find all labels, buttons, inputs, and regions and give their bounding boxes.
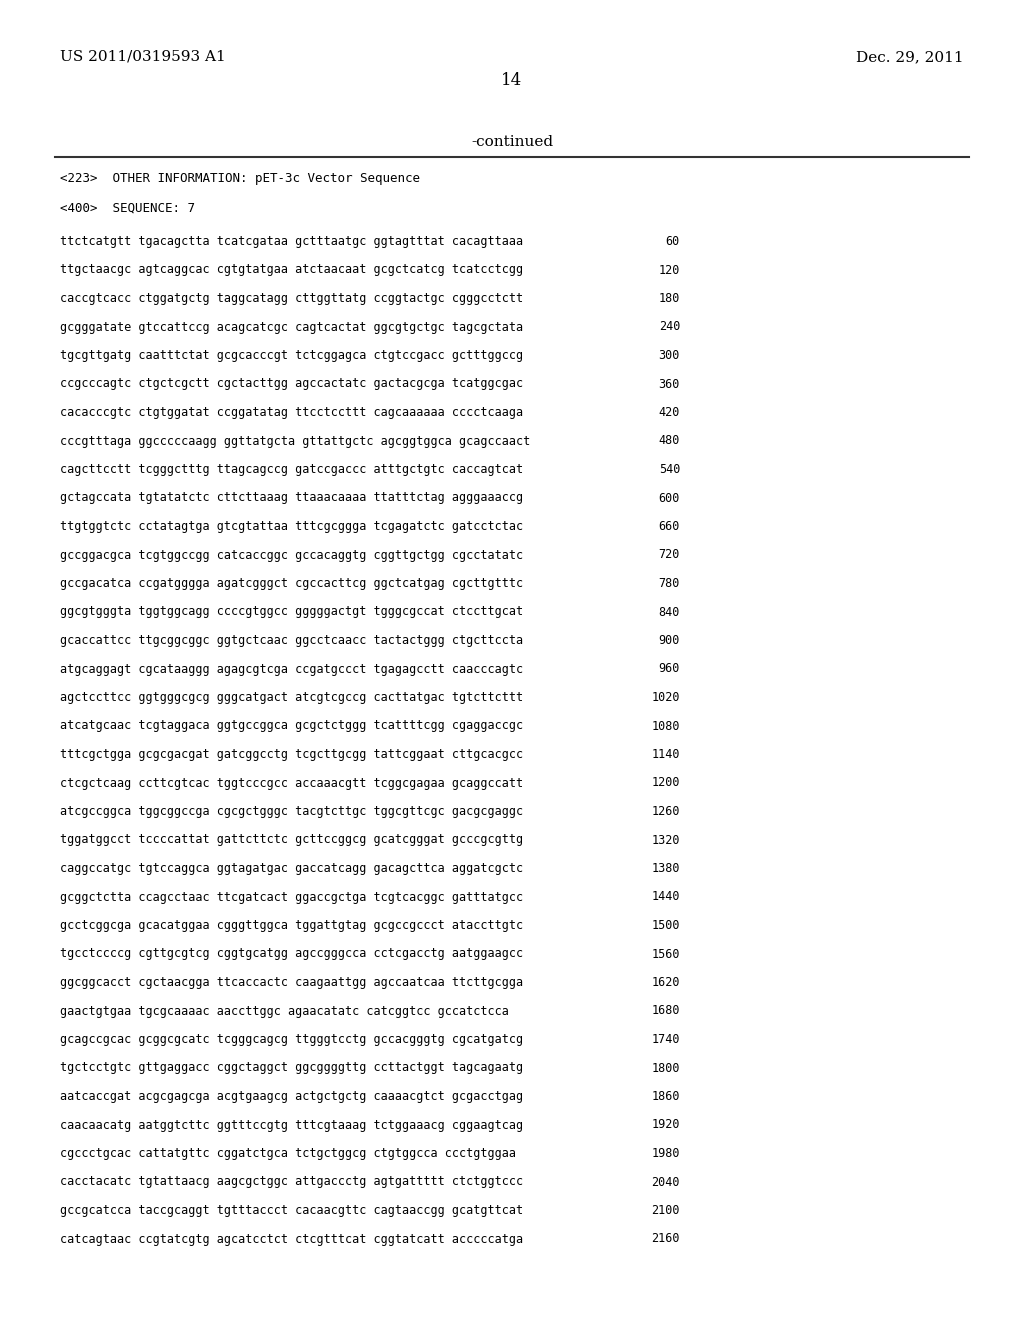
- Text: 420: 420: [658, 407, 680, 418]
- Text: aatcaccgat acgcgagcga acgtgaagcg actgctgctg caaaacgtct gcgacctgag: aatcaccgat acgcgagcga acgtgaagcg actgctg…: [60, 1090, 523, 1104]
- Text: 1440: 1440: [651, 891, 680, 903]
- Text: 2100: 2100: [651, 1204, 680, 1217]
- Text: 14: 14: [502, 73, 522, 88]
- Text: gctagccata tgtatatctc cttcttaaag ttaaacaaaa ttatttctag agggaaaccg: gctagccata tgtatatctc cttcttaaag ttaaaca…: [60, 491, 523, 504]
- Text: 1860: 1860: [651, 1090, 680, 1104]
- Text: 780: 780: [658, 577, 680, 590]
- Text: 1560: 1560: [651, 948, 680, 961]
- Text: 1320: 1320: [651, 833, 680, 846]
- Text: tttcgctgga gcgcgacgat gatcggcctg tcgcttgcgg tattcggaat cttgcacgcc: tttcgctgga gcgcgacgat gatcggcctg tcgcttg…: [60, 748, 523, 762]
- Text: caacaacatg aatggtcttc ggtttccgtg tttcgtaaag tctggaaacg cggaagtcag: caacaacatg aatggtcttc ggtttccgtg tttcgta…: [60, 1118, 523, 1131]
- Text: 720: 720: [658, 549, 680, 561]
- Text: 1200: 1200: [651, 776, 680, 789]
- Text: ttgtggtctc cctatagtga gtcgtattaa tttcgcggga tcgagatctc gatcctctac: ttgtggtctc cctatagtga gtcgtattaa tttcgcg…: [60, 520, 523, 533]
- Text: 840: 840: [658, 606, 680, 619]
- Text: 1500: 1500: [651, 919, 680, 932]
- Text: 2160: 2160: [651, 1233, 680, 1246]
- Text: 1620: 1620: [651, 975, 680, 989]
- Text: cacacccgtc ctgtggatat ccggatatag ttcctccttt cagcaaaaaa cccctcaaga: cacacccgtc ctgtggatat ccggatatag ttcctcc…: [60, 407, 523, 418]
- Text: 1740: 1740: [651, 1034, 680, 1045]
- Text: cgccctgcac cattatgttc cggatctgca tctgctggcg ctgtggcca ccctgtggaa: cgccctgcac cattatgttc cggatctgca tctgctg…: [60, 1147, 516, 1160]
- Text: 900: 900: [658, 634, 680, 647]
- Text: 480: 480: [658, 434, 680, 447]
- Text: 960: 960: [658, 663, 680, 676]
- Text: ctcgctcaag ccttcgtcac tggtcccgcc accaaacgtt tcggcgagaa gcaggccatt: ctcgctcaag ccttcgtcac tggtcccgcc accaaac…: [60, 776, 523, 789]
- Text: gaactgtgaa tgcgcaaaac aaccttggc agaacatatc catcggtcc gccatctcca: gaactgtgaa tgcgcaaaac aaccttggc agaacata…: [60, 1005, 509, 1018]
- Text: 540: 540: [658, 463, 680, 477]
- Text: caggccatgc tgtccaggca ggtagatgac gaccatcagg gacagcttca aggatcgctc: caggccatgc tgtccaggca ggtagatgac gaccatc…: [60, 862, 523, 875]
- Text: atcatgcaac tcgtaggaca ggtgccggca gcgctctggg tcattttcgg cgaggaccgc: atcatgcaac tcgtaggaca ggtgccggca gcgctct…: [60, 719, 523, 733]
- Text: 1920: 1920: [651, 1118, 680, 1131]
- Text: tgctcctgtc gttgaggacc cggctaggct ggcggggttg ccttactggt tagcagaatg: tgctcctgtc gttgaggacc cggctaggct ggcgggg…: [60, 1061, 523, 1074]
- Text: 660: 660: [658, 520, 680, 533]
- Text: 1800: 1800: [651, 1061, 680, 1074]
- Text: ttctcatgtt tgacagctta tcatcgataa gctttaatgc ggtagtttat cacagttaaa: ttctcatgtt tgacagctta tcatcgataa gctttaa…: [60, 235, 523, 248]
- Text: 360: 360: [658, 378, 680, 391]
- Text: tggatggcct tccccattat gattcttctc gcttccggcg gcatcgggat gcccgcgttg: tggatggcct tccccattat gattcttctc gcttccg…: [60, 833, 523, 846]
- Text: <223>  OTHER INFORMATION: pET-3c Vector Sequence: <223> OTHER INFORMATION: pET-3c Vector S…: [60, 172, 420, 185]
- Text: tgcgttgatg caatttctat gcgcacccgt tctcggagca ctgtccgacc gctttggccg: tgcgttgatg caatttctat gcgcacccgt tctcgga…: [60, 348, 523, 362]
- Text: -continued: -continued: [471, 135, 553, 149]
- Text: gcgggatate gtccattccg acagcatcgc cagtcactat ggcgtgctgc tagcgctata: gcgggatate gtccattccg acagcatcgc cagtcac…: [60, 321, 523, 334]
- Text: US 2011/0319593 A1: US 2011/0319593 A1: [60, 50, 225, 63]
- Text: atcgccggca tggcggccga cgcgctgggc tacgtcttgc tggcgttcgc gacgcgaggc: atcgccggca tggcggccga cgcgctgggc tacgtct…: [60, 805, 523, 818]
- Text: atgcaggagt cgcataaggg agagcgtcga ccgatgccct tgagagcctt caacccagtc: atgcaggagt cgcataaggg agagcgtcga ccgatgc…: [60, 663, 523, 676]
- Text: 300: 300: [658, 348, 680, 362]
- Text: 60: 60: [666, 235, 680, 248]
- Text: cacctacatc tgtattaacg aagcgctggc attgaccctg agtgattttt ctctggtccc: cacctacatc tgtattaacg aagcgctggc attgacc…: [60, 1176, 523, 1188]
- Text: 600: 600: [658, 491, 680, 504]
- Text: Dec. 29, 2011: Dec. 29, 2011: [856, 50, 964, 63]
- Text: 2040: 2040: [651, 1176, 680, 1188]
- Text: ttgctaacgc agtcaggcac cgtgtatgaa atctaacaat gcgctcatcg tcatcctcgg: ttgctaacgc agtcaggcac cgtgtatgaa atctaac…: [60, 264, 523, 276]
- Text: 1260: 1260: [651, 805, 680, 818]
- Text: 1140: 1140: [651, 748, 680, 762]
- Text: cagcttcctt tcgggctttg ttagcagccg gatccgaccc atttgctgtc caccagtcat: cagcttcctt tcgggctttg ttagcagccg gatccga…: [60, 463, 523, 477]
- Text: gcaccattcc ttgcggcggc ggtgctcaac ggcctcaacc tactactggg ctgcttccta: gcaccattcc ttgcggcggc ggtgctcaac ggcctca…: [60, 634, 523, 647]
- Text: 240: 240: [658, 321, 680, 334]
- Text: 1980: 1980: [651, 1147, 680, 1160]
- Text: catcagtaac ccgtatcgtg agcatcctct ctcgtttcat cggtatcatt acccccatga: catcagtaac ccgtatcgtg agcatcctct ctcgttt…: [60, 1233, 523, 1246]
- Text: gccggacgca tcgtggccgg catcaccggc gccacaggtg cggttgctgg cgcctatatc: gccggacgca tcgtggccgg catcaccggc gccacag…: [60, 549, 523, 561]
- Text: 120: 120: [658, 264, 680, 276]
- Text: ccgcccagtc ctgctcgctt cgctacttgg agccactatc gactacgcga tcatggcgac: ccgcccagtc ctgctcgctt cgctacttgg agccact…: [60, 378, 523, 391]
- Text: 1380: 1380: [651, 862, 680, 875]
- Text: <400>  SEQUENCE: 7: <400> SEQUENCE: 7: [60, 202, 195, 215]
- Text: agctccttcc ggtgggcgcg gggcatgact atcgtcgccg cacttatgac tgtcttcttt: agctccttcc ggtgggcgcg gggcatgact atcgtcg…: [60, 690, 523, 704]
- Text: 180: 180: [658, 292, 680, 305]
- Text: caccgtcacc ctggatgctg taggcatagg cttggttatg ccggtactgc cgggcctctt: caccgtcacc ctggatgctg taggcatagg cttggtt…: [60, 292, 523, 305]
- Text: gcctcggcga gcacatggaa cgggttggca tggattgtag gcgccgccct ataccttgtc: gcctcggcga gcacatggaa cgggttggca tggattg…: [60, 919, 523, 932]
- Text: 1020: 1020: [651, 690, 680, 704]
- Text: gccgcatcca taccgcaggt tgtttaccct cacaacgttc cagtaaccgg gcatgttcat: gccgcatcca taccgcaggt tgtttaccct cacaacg…: [60, 1204, 523, 1217]
- Text: ggcgtgggta tggtggcagg ccccgtggcc gggggactgt tgggcgccat ctccttgcat: ggcgtgggta tggtggcagg ccccgtggcc gggggac…: [60, 606, 523, 619]
- Text: gcggctctta ccagcctaac ttcgatcact ggaccgctga tcgtcacggc gatttatgcc: gcggctctta ccagcctaac ttcgatcact ggaccgc…: [60, 891, 523, 903]
- Text: 1080: 1080: [651, 719, 680, 733]
- Text: gcagccgcac gcggcgcatc tcgggcagcg ttgggtcctg gccacgggtg cgcatgatcg: gcagccgcac gcggcgcatc tcgggcagcg ttgggtc…: [60, 1034, 523, 1045]
- Text: 1680: 1680: [651, 1005, 680, 1018]
- Text: ggcggcacct cgctaacgga ttcaccactc caagaattgg agccaatcaa ttcttgcgga: ggcggcacct cgctaacgga ttcaccactc caagaat…: [60, 975, 523, 989]
- Text: tgcctccccg cgttgcgtcg cggtgcatgg agccgggcca cctcgacctg aatggaagcc: tgcctccccg cgttgcgtcg cggtgcatgg agccggg…: [60, 948, 523, 961]
- Text: gccgacatca ccgatgggga agatcgggct cgccacttcg ggctcatgag cgcttgtttc: gccgacatca ccgatgggga agatcgggct cgccact…: [60, 577, 523, 590]
- Text: cccgtttaga ggcccccaagg ggttatgcta gttattgctc agcggtggca gcagccaact: cccgtttaga ggcccccaagg ggttatgcta gttatt…: [60, 434, 530, 447]
